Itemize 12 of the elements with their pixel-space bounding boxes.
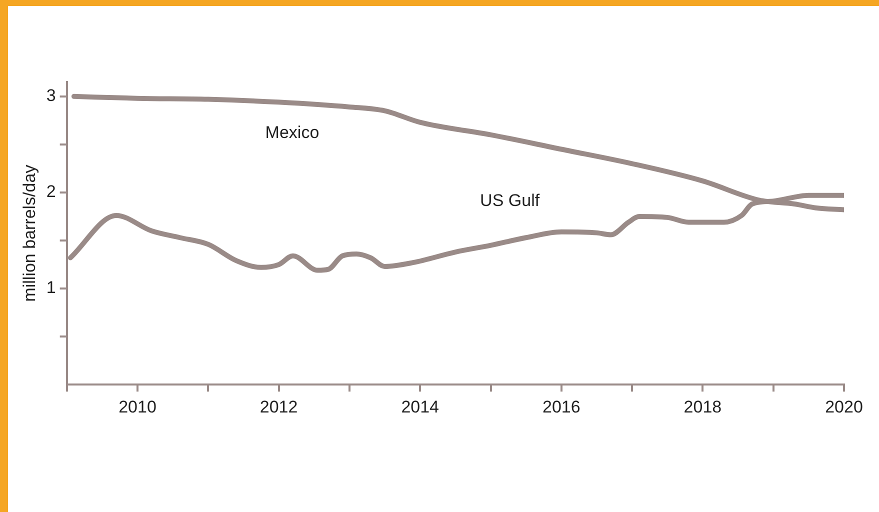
y-tick-label: 2 [46,182,56,202]
x-tick-label: 2016 [542,397,580,416]
x-tick-label: 2018 [684,397,722,416]
x-tick-label: 2010 [118,397,156,416]
y-axis-title: million barrels/day [20,164,39,302]
x-tick-label: 2012 [260,397,298,416]
y-tick-label: 3 [46,86,56,106]
x-tick-label: 2014 [401,397,440,416]
series-label: US Gulf [480,190,540,210]
y-tick-label: 1 [46,278,56,298]
series-label: Mexico [265,122,320,142]
x-tick-label: 2020 [825,397,863,416]
